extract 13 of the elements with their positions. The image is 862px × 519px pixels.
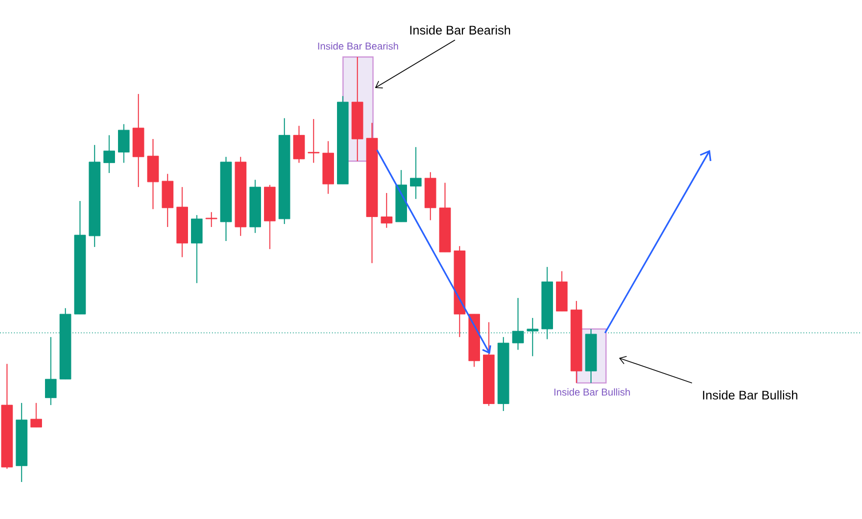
candlestick <box>118 124 130 164</box>
candlestick <box>410 146 422 200</box>
candlestick <box>30 402 42 428</box>
text: Inside Bar Bearish <box>410 25 510 35</box>
text: Inside Bar Bullish <box>703 390 798 400</box>
candlestick <box>308 118 320 164</box>
candlestick <box>206 212 218 228</box>
candlestick <box>45 336 57 406</box>
text: Inside Bar Bearish <box>318 42 398 50</box>
annotation: Inside Bar Bullish <box>554 388 630 396</box>
candlestick <box>293 125 305 164</box>
candlestick <box>103 134 115 174</box>
candlestick <box>380 192 392 228</box>
